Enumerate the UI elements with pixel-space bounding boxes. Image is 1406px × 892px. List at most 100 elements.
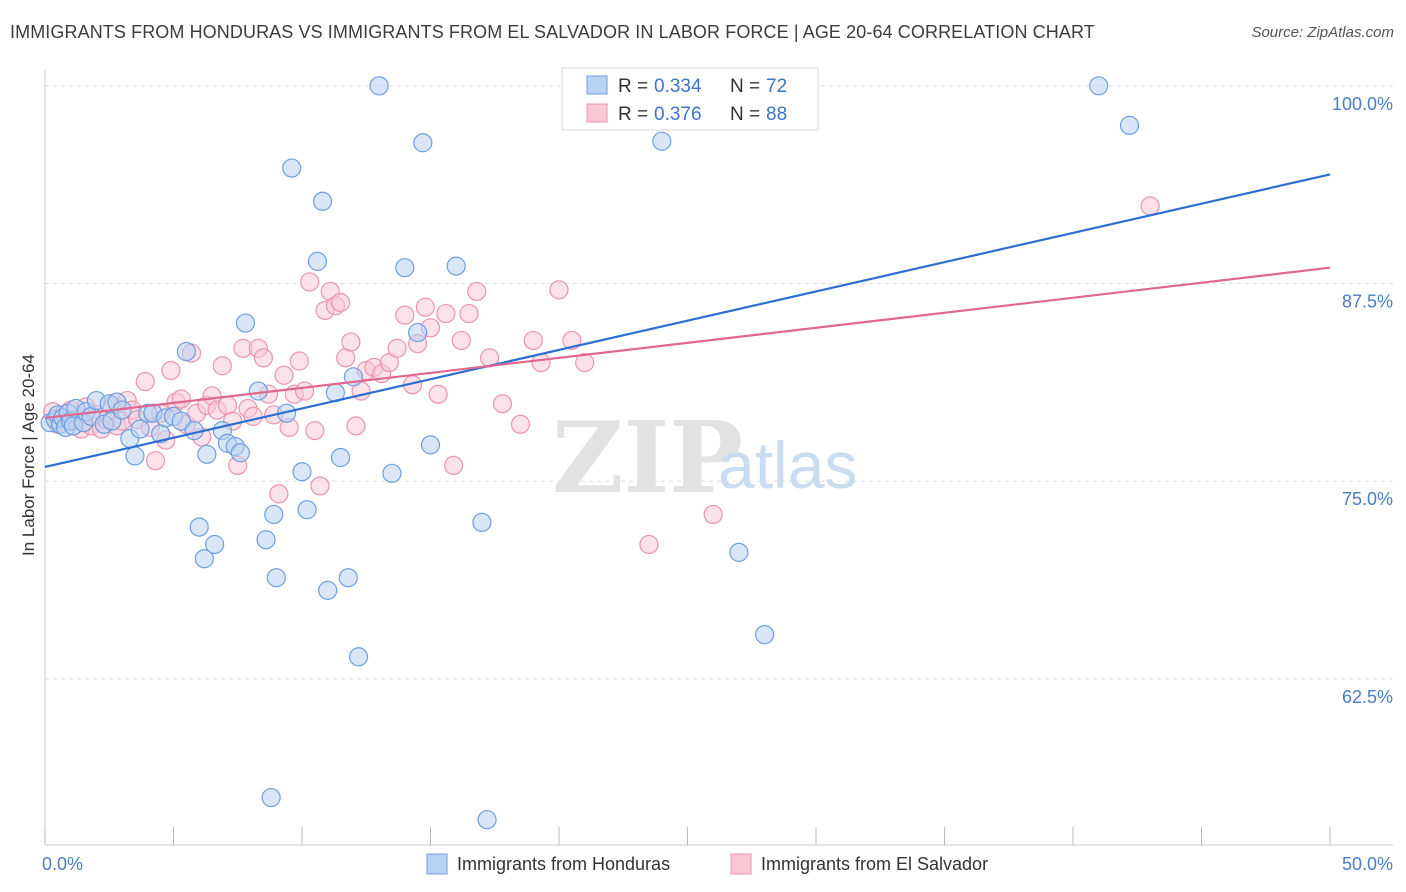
salvador-point-44: [269, 484, 289, 504]
honduras-point-42: [264, 504, 284, 525]
honduras-point-61: [420, 435, 441, 455]
honduras-point-69: [754, 625, 775, 645]
honduras-point-60: [413, 133, 433, 153]
honduras-point-71: [1089, 76, 1109, 96]
salvador-point-20: [145, 451, 166, 471]
legend-n-value-salvador: 88: [766, 104, 787, 125]
honduras-point-53: [338, 568, 358, 588]
salvador-point-66: [395, 305, 415, 325]
salvador-point-18: [135, 371, 155, 392]
legend-r-label-salvador: R =: [618, 104, 648, 125]
legend-n-value-honduras: 72: [766, 76, 787, 97]
salvador-point-85: [639, 534, 659, 555]
trend-lines: [44, 173, 1331, 469]
salvador-point-84: [575, 353, 595, 373]
honduras-point-21: [130, 419, 150, 439]
honduras-point-28: [176, 341, 196, 362]
salvador-point-86: [703, 504, 723, 525]
salvador-point-73: [444, 455, 464, 476]
x-tick-label-1: 50.0%: [1342, 854, 1393, 874]
honduras-point-45: [282, 158, 302, 178]
grid-lines: [45, 85, 1393, 680]
honduras-point-40: [256, 530, 276, 550]
honduras-point-39: [248, 381, 268, 401]
salvador-point-74: [451, 330, 471, 351]
salvador-point-72: [436, 303, 456, 324]
chart-title: IMMIGRANTS FROM HONDURAS VS IMMIGRANTS F…: [10, 22, 1095, 42]
y-tick-label-3: 62.5%: [1342, 687, 1393, 707]
watermark-zip: ZIP: [552, 401, 743, 516]
salvador-point-39: [243, 406, 263, 426]
salvador-trend-line: [44, 266, 1331, 420]
salvador-point-56: [330, 292, 351, 313]
honduras-point-20: [125, 446, 145, 466]
salvador-point-75: [459, 303, 479, 324]
salvador-point-87: [1140, 196, 1160, 216]
salvador-point-49: [294, 381, 315, 401]
legend-r-label-honduras: R =: [618, 76, 648, 97]
salvador-point-25: [171, 389, 191, 409]
honduras-point-65: [652, 131, 672, 151]
honduras-point-31: [194, 549, 214, 569]
honduras-point-62: [446, 256, 466, 276]
legend-r-value-honduras: 0.334: [654, 76, 702, 97]
salvador-point-33: [212, 356, 232, 376]
y-tick-label-0: 100.0%: [1332, 94, 1393, 114]
honduras-point-55: [348, 647, 369, 667]
salvador-point-48: [289, 351, 310, 371]
honduras-point-33: [205, 534, 225, 555]
series-legend-label-honduras: Immigrants from Honduras: [457, 854, 670, 874]
y-tick-label-1: 87.5%: [1342, 292, 1393, 312]
tick-labels: 100.0% 87.5% 75.0% 62.5% 0.0% 50.0%: [42, 94, 1393, 874]
salvador-point-51: [305, 421, 325, 441]
legend-r-value-salvador: 0.376: [654, 104, 702, 125]
zipatlas-watermark: ZIP atlas: [552, 401, 857, 516]
honduras-point-37: [230, 443, 250, 463]
honduras-point-70: [1119, 115, 1140, 135]
honduras-point-47: [297, 500, 317, 520]
honduras-point-56: [369, 76, 389, 96]
salvador-points: [43, 196, 1160, 555]
salvador-point-69: [415, 297, 435, 317]
honduras-point-30: [189, 517, 209, 537]
salvador-point-80: [523, 330, 543, 351]
honduras-point-57: [382, 463, 402, 483]
salvador-point-59: [346, 416, 366, 436]
source-label: Source: ZipAtlas.com: [1251, 24, 1394, 41]
y-tick-label-2: 75.0%: [1342, 489, 1393, 509]
honduras-point-38: [235, 313, 256, 333]
honduras-point-59: [408, 322, 428, 343]
salvador-point-50: [300, 272, 320, 292]
salvador-point-23: [161, 360, 181, 381]
honduras-point-41: [261, 787, 281, 808]
salvador-point-65: [387, 338, 407, 358]
salvador-point-78: [492, 394, 513, 414]
honduras-point-50: [318, 580, 338, 600]
honduras-point-43: [266, 568, 286, 588]
salvador-point-79: [510, 414, 531, 434]
honduras-point-49: [312, 191, 333, 211]
honduras-point-63: [472, 512, 492, 532]
salvador-point-82: [549, 280, 569, 300]
salvador-point-52: [310, 476, 330, 496]
honduras-point-52: [330, 447, 351, 468]
honduras-point-68: [729, 542, 749, 562]
honduras-point-48: [307, 251, 328, 271]
legend-n-label-salvador: N =: [730, 104, 760, 125]
salvador-point-58: [341, 332, 361, 352]
legend-n-label-honduras: N =: [730, 76, 760, 97]
legend-swatch-honduras: [586, 75, 608, 95]
honduras-point-46: [292, 462, 312, 482]
honduras-trend-line: [44, 173, 1331, 469]
honduras-point-58: [395, 258, 415, 278]
series-legend-swatch-honduras: [426, 853, 448, 875]
salvador-point-41: [253, 348, 274, 368]
series-legend: Immigrants from Honduras Immigrants from…: [426, 853, 988, 875]
salvador-point-71: [428, 384, 448, 404]
watermark-atlas: atlas: [718, 428, 857, 502]
salvador-point-45: [274, 365, 294, 385]
legend-swatch-salvador: [586, 103, 608, 123]
salvador-point-76: [467, 281, 487, 302]
axes: [44, 70, 1393, 846]
